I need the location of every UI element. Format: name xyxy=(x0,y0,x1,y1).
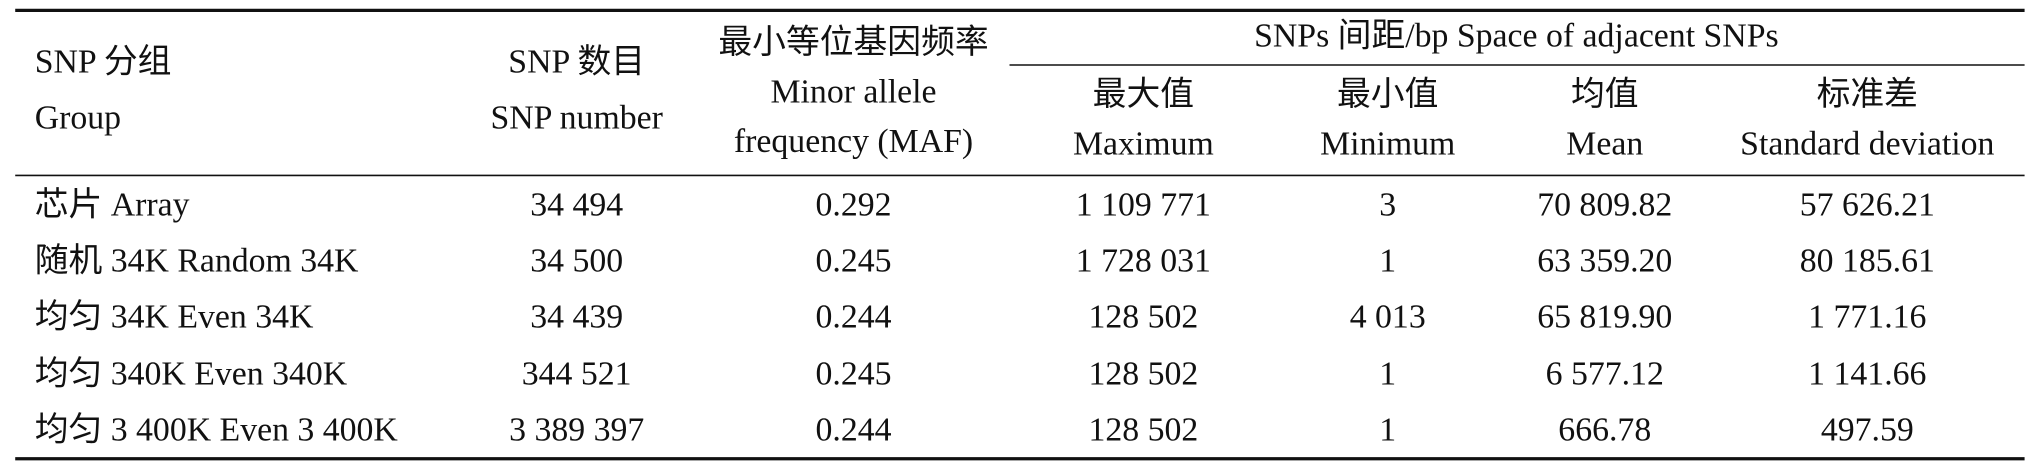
table-cell: 1 xyxy=(1379,412,1396,449)
table-cell: 4 013 xyxy=(1350,298,1426,335)
table-cell: 666.78 xyxy=(1558,412,1651,449)
header-cell: Minor allele xyxy=(771,74,937,111)
table-cell: 3 389 397 xyxy=(509,412,644,449)
table-cell: 57 626.21 xyxy=(1800,187,1935,224)
table-cell: 128 502 xyxy=(1088,356,1198,393)
table-cell: 随机 34K Random 34K xyxy=(35,242,359,280)
table-cell: 63 359.20 xyxy=(1537,243,1672,280)
table-cell: 0.244 xyxy=(816,298,892,335)
table-cell: 344 521 xyxy=(522,356,632,393)
table-cell: 3 xyxy=(1379,187,1396,224)
table-cell: 0.292 xyxy=(816,187,892,224)
table-cell: 65 819.90 xyxy=(1537,298,1672,335)
table-cell: 均匀 34K Even 34K xyxy=(35,297,314,335)
table-cell: 80 185.61 xyxy=(1800,243,1935,280)
table-cell: 6 577.12 xyxy=(1546,356,1664,393)
header-cell: Standard deviation xyxy=(1740,126,1994,163)
table-cell: 497.59 xyxy=(1821,412,1914,449)
header-cell: Mean xyxy=(1566,126,1643,163)
header-cell: Minimum xyxy=(1320,126,1455,163)
table-cell: 芯片 Array xyxy=(35,186,190,224)
header-cell: SNP number xyxy=(491,100,663,137)
table-cell: 均匀 3 400K Even 3 400K xyxy=(35,411,399,449)
header-cell: Maximum xyxy=(1073,126,1214,163)
table-cell: 34 494 xyxy=(530,187,623,224)
group-header: SNPs 间距/bp Space of adjacent SNPs xyxy=(1254,18,1779,55)
header-cell: frequency (MAF) xyxy=(734,123,973,160)
table-cell: 128 502 xyxy=(1088,298,1198,335)
table-cell: 0.244 xyxy=(816,412,892,449)
header-cell: 均值 xyxy=(1571,75,1639,113)
table-cell: 1 771.16 xyxy=(1808,298,1926,335)
header-cell: 最小值 xyxy=(1337,75,1438,113)
table-cell: 1 109 771 xyxy=(1076,187,1211,224)
header-cell: 最大值 xyxy=(1093,75,1194,113)
header-cell: Group xyxy=(35,100,121,137)
table-cell: 1 xyxy=(1379,356,1396,393)
table-cell: 0.245 xyxy=(816,243,892,280)
table-cell: 34 500 xyxy=(530,243,623,280)
table-cell: 70 809.82 xyxy=(1537,187,1672,224)
table-cell: 1 728 031 xyxy=(1076,243,1211,280)
header-cell: SNP 分组 xyxy=(35,43,172,81)
header-cell: 标准差 xyxy=(1817,75,1918,113)
header-cell: 最小等位基因频率 xyxy=(718,23,988,61)
header-cell: SNP 数目 xyxy=(508,43,645,81)
table-cell: 0.245 xyxy=(816,356,892,393)
table-cell: 1 141.66 xyxy=(1808,356,1926,393)
table-cell: 34 439 xyxy=(530,298,623,335)
table-cell: 1 xyxy=(1379,243,1396,280)
table-cell: 均匀 340K Even 340K xyxy=(35,355,348,393)
table-cell: 128 502 xyxy=(1088,412,1198,449)
